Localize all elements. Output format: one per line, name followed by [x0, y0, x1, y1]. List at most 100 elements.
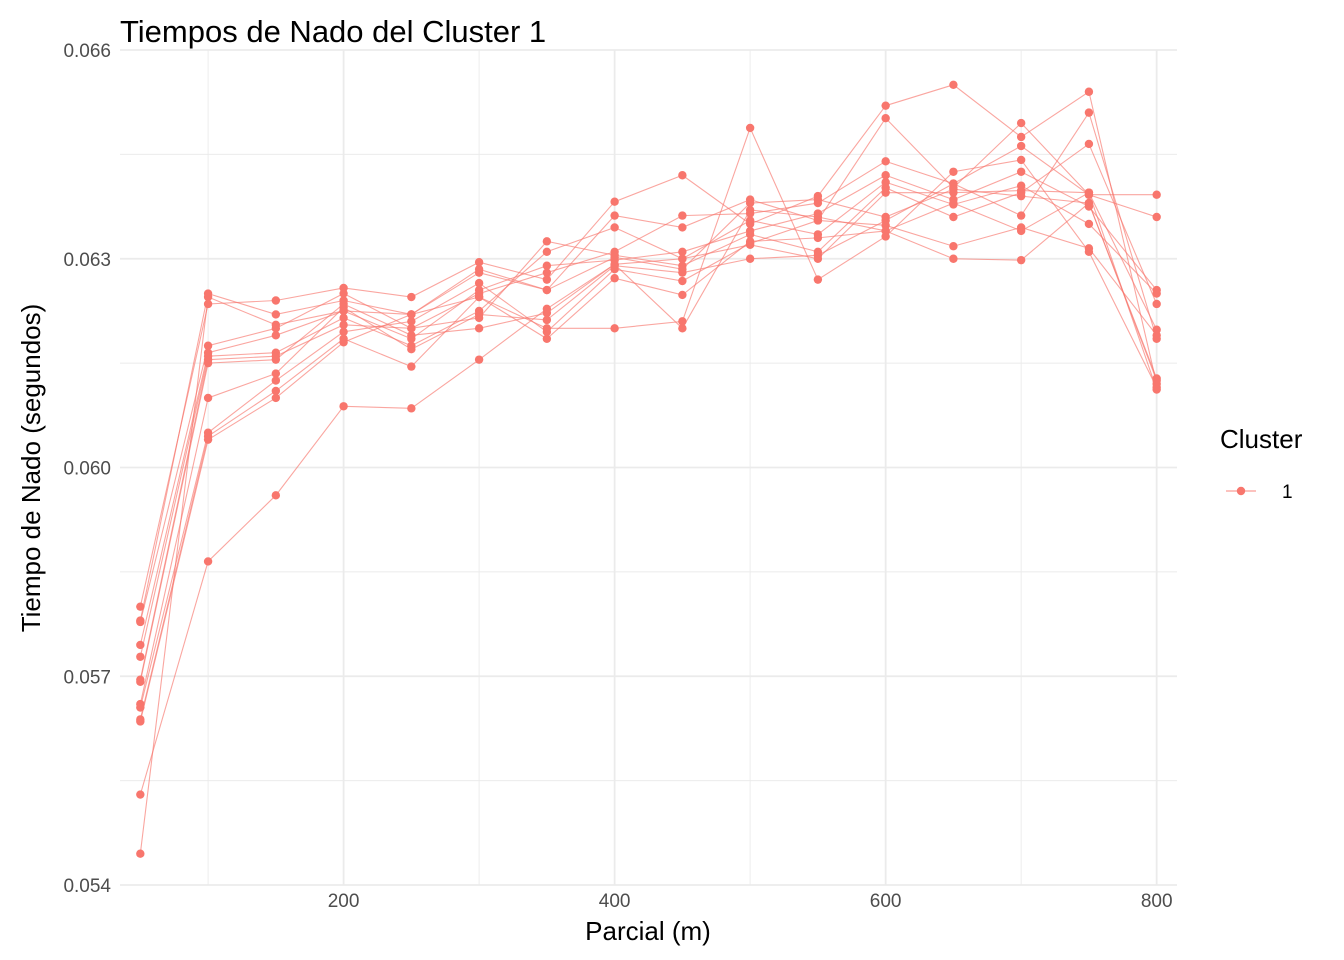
data-point [474, 310, 484, 319]
y-tick-label: 0.063 [63, 250, 111, 271]
data-point [949, 198, 958, 208]
legend-label: 1 [1282, 482, 1293, 503]
data-point [745, 230, 755, 239]
data-point [474, 285, 484, 295]
data-point [1152, 385, 1161, 394]
data-point [474, 278, 484, 288]
data-point [881, 171, 890, 180]
data-point [1084, 139, 1094, 149]
x-tick-label: 200 [328, 891, 360, 912]
data-point [1152, 376, 1161, 385]
data-point [1152, 289, 1161, 298]
data-point [678, 223, 687, 232]
data-point [407, 317, 416, 326]
data-point [610, 223, 619, 232]
series-line [139, 171, 1158, 646]
chart-title: Tiempos de Nado del Cluster 1 [120, 14, 546, 49]
data-point [1152, 331, 1161, 340]
data-point [203, 292, 213, 302]
data-point [745, 254, 755, 263]
data-point [1016, 191, 1026, 201]
data-point [1016, 211, 1026, 220]
data-point [949, 167, 958, 176]
data-point [813, 251, 823, 260]
data-point [271, 331, 281, 340]
data-point [1084, 108, 1094, 117]
data-point [678, 276, 687, 286]
data-point [678, 171, 687, 180]
series-layer [136, 80, 1161, 858]
data-point [610, 253, 619, 262]
data-point [678, 254, 687, 263]
data-point [1152, 190, 1161, 199]
data-point [610, 197, 619, 206]
data-point [136, 677, 145, 687]
data-point [203, 299, 213, 309]
x-tick-labels: 200 400 600 800 [328, 891, 1173, 912]
data-point [949, 80, 958, 89]
series-line [139, 202, 1158, 720]
y-tick-labels: 0.054 0.057 0.060 0.063 0.066 [63, 41, 111, 897]
data-point [881, 101, 890, 110]
data-point [542, 315, 552, 325]
x-tick-label: 800 [1141, 891, 1173, 912]
data-point [339, 402, 348, 411]
data-point [1016, 167, 1026, 176]
data-point [678, 211, 687, 220]
data-point [678, 290, 687, 300]
data-point [407, 324, 416, 333]
data-point [542, 275, 552, 284]
data-point [1084, 188, 1094, 197]
data-point [407, 310, 416, 319]
data-point [745, 198, 755, 208]
data-point [1084, 219, 1094, 229]
data-point [339, 313, 348, 323]
data-point [271, 369, 281, 378]
data-point [136, 640, 145, 650]
x-tick-label: 600 [870, 891, 902, 912]
series-line [139, 111, 1158, 705]
data-point [813, 233, 823, 243]
data-point [407, 331, 416, 340]
data-point [474, 258, 484, 267]
data-point [745, 205, 755, 215]
data-point [542, 268, 552, 277]
series-line [139, 188, 1158, 854]
data-point [610, 324, 619, 333]
data-point [203, 557, 213, 566]
data-point [203, 435, 213, 444]
y-tick-label: 0.057 [63, 667, 111, 688]
y-tick-label: 0.066 [63, 41, 111, 62]
series-line [139, 145, 1157, 623]
data-point [339, 306, 348, 316]
data-point [542, 324, 552, 333]
data-point [678, 247, 687, 256]
x-tick-label: 400 [599, 891, 631, 912]
data-point [339, 289, 348, 298]
series-line [139, 126, 1158, 722]
data-point [745, 123, 755, 133]
data-point [474, 355, 484, 364]
data-point [542, 334, 552, 343]
data-point [610, 274, 619, 283]
data-point [339, 320, 348, 330]
data-point [474, 264, 484, 274]
data-point [136, 790, 145, 799]
data-point [136, 849, 145, 858]
data-point [881, 188, 890, 197]
data-point [1016, 141, 1026, 151]
data-point [881, 226, 890, 236]
data-point [136, 617, 145, 627]
data-point [949, 242, 958, 251]
data-point [542, 285, 552, 295]
data-point [1016, 118, 1026, 128]
data-point [881, 113, 890, 123]
series-line [139, 181, 1158, 657]
series-line [139, 117, 1157, 621]
data-point [542, 304, 552, 314]
data-point [542, 237, 552, 246]
data-point [203, 358, 213, 368]
data-point [949, 212, 958, 222]
data-point [1016, 255, 1026, 265]
